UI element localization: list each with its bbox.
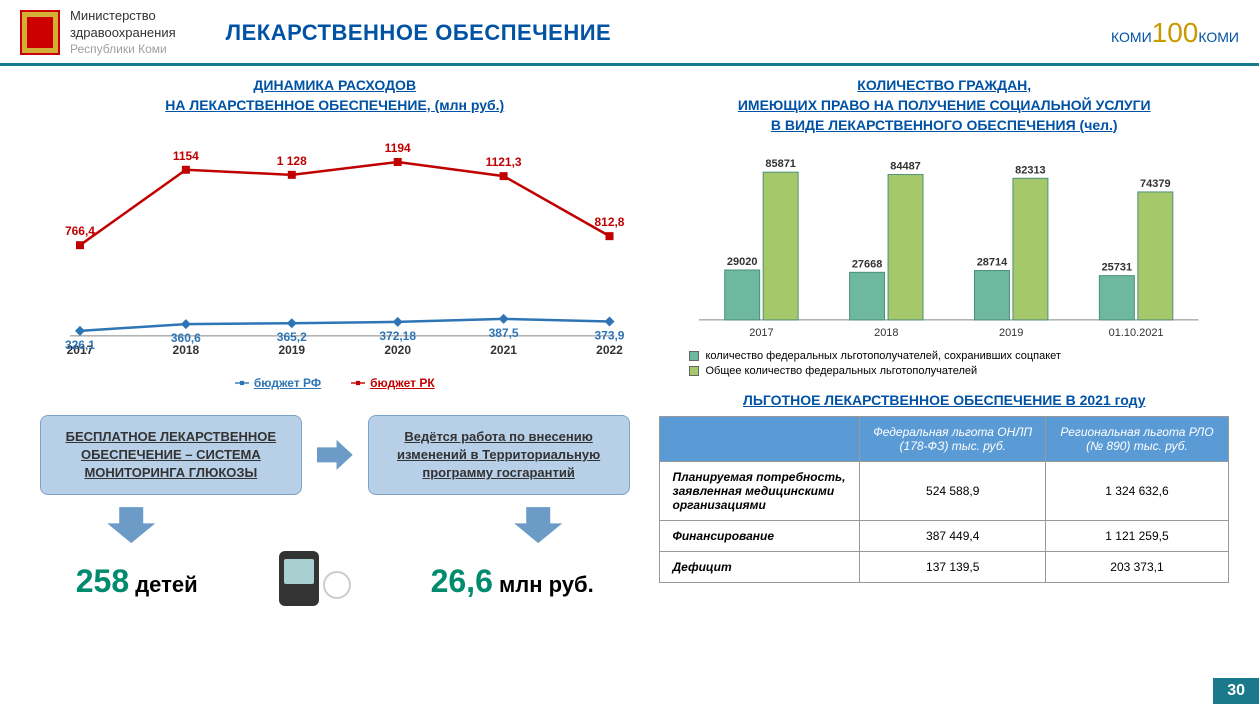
arrow-down-icon bbox=[107, 507, 155, 543]
svg-text:1194: 1194 bbox=[385, 141, 411, 155]
bar-legend-item: количество федеральных льготополучателей… bbox=[689, 350, 1199, 362]
org-name: Министерство здравоохранения Республики … bbox=[70, 8, 176, 57]
svg-text:766,4: 766,4 bbox=[65, 224, 95, 238]
table-cell: Финансирование bbox=[660, 521, 860, 552]
page-title: ЛЕКАРСТВЕННОЕ ОБЕСПЕЧЕНИЕ bbox=[226, 20, 612, 46]
table-cell: 1 121 259,5 bbox=[1045, 521, 1228, 552]
box-glucose: БЕСПЛАТНОЕ ЛЕКАРСТВЕННОЕ ОБЕСПЕЧЕНИЕ – С… bbox=[40, 415, 302, 496]
legend-item: бюджет РК bbox=[351, 376, 435, 390]
arrow-right-icon bbox=[317, 440, 353, 470]
arrow-down-icon bbox=[514, 507, 562, 543]
svg-text:372,18: 372,18 bbox=[379, 328, 416, 342]
line-chart: 201720182019202020212022326,1360,6365,23… bbox=[40, 126, 629, 366]
table-cell: 203 373,1 bbox=[1045, 552, 1228, 583]
table-title: ЛЬГОТНОЕ ЛЕКАРСТВЕННОЕ ОБЕСПЕЧЕНИЕ В 202… bbox=[659, 392, 1229, 408]
svg-text:29020: 29020 bbox=[727, 256, 758, 268]
bar-chart-legend: количество федеральных льготополучателей… bbox=[689, 350, 1199, 377]
svg-text:27668: 27668 bbox=[852, 258, 883, 270]
down-arrows bbox=[40, 507, 629, 543]
table-row: Финансирование387 449,41 121 259,5 bbox=[660, 521, 1229, 552]
table-header: Федеральная льгота ОНЛП (178-ФЗ) тыс. ру… bbox=[860, 417, 1045, 462]
svg-text:84487: 84487 bbox=[891, 161, 922, 173]
svg-text:2020: 2020 bbox=[384, 342, 411, 356]
table-row: Планируемая потребность, заявленная меди… bbox=[660, 462, 1229, 521]
svg-text:387,5: 387,5 bbox=[489, 325, 519, 339]
table-cell: Дефицит bbox=[660, 552, 860, 583]
svg-text:360,6: 360,6 bbox=[171, 331, 201, 345]
bar-chart: 2017 29020 85871 2018 27668 84487 2019 28714 823… bbox=[679, 145, 1209, 345]
info-boxes: БЕСПЛАТНОЕ ЛЕКАРСТВЕННОЕ ОБЕСПЕЧЕНИЕ – С… bbox=[40, 415, 629, 496]
box-program: Ведётся работа по внесению изменений в Т… bbox=[368, 415, 630, 496]
svg-text:1121,3: 1121,3 bbox=[486, 155, 522, 169]
table-cell: Планируемая потребность, заявленная меди… bbox=[660, 462, 860, 521]
header: Министерство здравоохранения Республики … bbox=[0, 0, 1259, 66]
bar-legend-item: Общее количество федеральных льготополуч… bbox=[689, 365, 1199, 377]
data-table: Федеральная льгота ОНЛП (178-ФЗ) тыс. ру… bbox=[659, 416, 1229, 583]
svg-text:2017: 2017 bbox=[750, 327, 774, 339]
svg-text:1 128: 1 128 bbox=[277, 153, 307, 167]
stat-children: 258 детей bbox=[76, 563, 198, 600]
svg-text:1154: 1154 bbox=[173, 148, 199, 162]
svg-text:25731: 25731 bbox=[1102, 262, 1133, 274]
table-cell: 387 449,4 bbox=[860, 521, 1045, 552]
org-line3: Республики Коми bbox=[70, 42, 176, 58]
stat-money: 26,6 млн руб. bbox=[431, 563, 594, 600]
svg-text:2019: 2019 bbox=[278, 342, 305, 356]
table-row: Дефицит137 139,5203 373,1 bbox=[660, 552, 1229, 583]
table-header: Региональная льгота РЛО (№ 890) тыс. руб… bbox=[1045, 417, 1228, 462]
svg-text:326,1: 326,1 bbox=[65, 337, 95, 351]
line-chart-title: ДИНАМИКА РАСХОДОВНА ЛЕКАРСТВЕННОЕ ОБЕСПЕ… bbox=[40, 76, 629, 115]
svg-text:2018: 2018 bbox=[875, 327, 899, 339]
legend-item: бюджет РФ bbox=[235, 376, 321, 390]
svg-text:2022: 2022 bbox=[596, 342, 623, 356]
table-cell: 524 588,9 bbox=[860, 462, 1045, 521]
logo-100-icon: КОМИ100КОМИ bbox=[1111, 17, 1239, 49]
line-chart-legend: бюджет РФ бюджет РК bbox=[40, 376, 629, 390]
svg-text:2019: 2019 bbox=[999, 327, 1023, 339]
bar-chart-title: КОЛИЧЕСТВО ГРАЖДАН,ИМЕЮЩИХ ПРАВО НА ПОЛУ… bbox=[659, 76, 1229, 135]
table-cell: 1 324 632,6 bbox=[1045, 462, 1228, 521]
svg-text:82313: 82313 bbox=[1016, 164, 1047, 176]
page-number: 30 bbox=[1213, 678, 1259, 704]
svg-text:373,9: 373,9 bbox=[595, 328, 625, 342]
glucose-device-icon bbox=[269, 551, 359, 611]
svg-text:01.10.2021: 01.10.2021 bbox=[1109, 327, 1164, 339]
svg-text:2021: 2021 bbox=[490, 342, 517, 356]
bottom-stats: 258 детей 26,6 млн руб. bbox=[40, 551, 629, 611]
coat-of-arms-icon bbox=[20, 10, 60, 55]
org-line1: Министерство bbox=[70, 8, 176, 25]
org-line2: здравоохранения bbox=[70, 25, 176, 42]
table-cell: 137 139,5 bbox=[860, 552, 1045, 583]
svg-text:85871: 85871 bbox=[766, 158, 797, 170]
svg-text:365,2: 365,2 bbox=[277, 330, 307, 344]
svg-text:812,8: 812,8 bbox=[595, 215, 625, 229]
svg-text:74379: 74379 bbox=[1141, 178, 1172, 190]
svg-text:28714: 28714 bbox=[977, 257, 1008, 269]
table-header bbox=[660, 417, 860, 462]
